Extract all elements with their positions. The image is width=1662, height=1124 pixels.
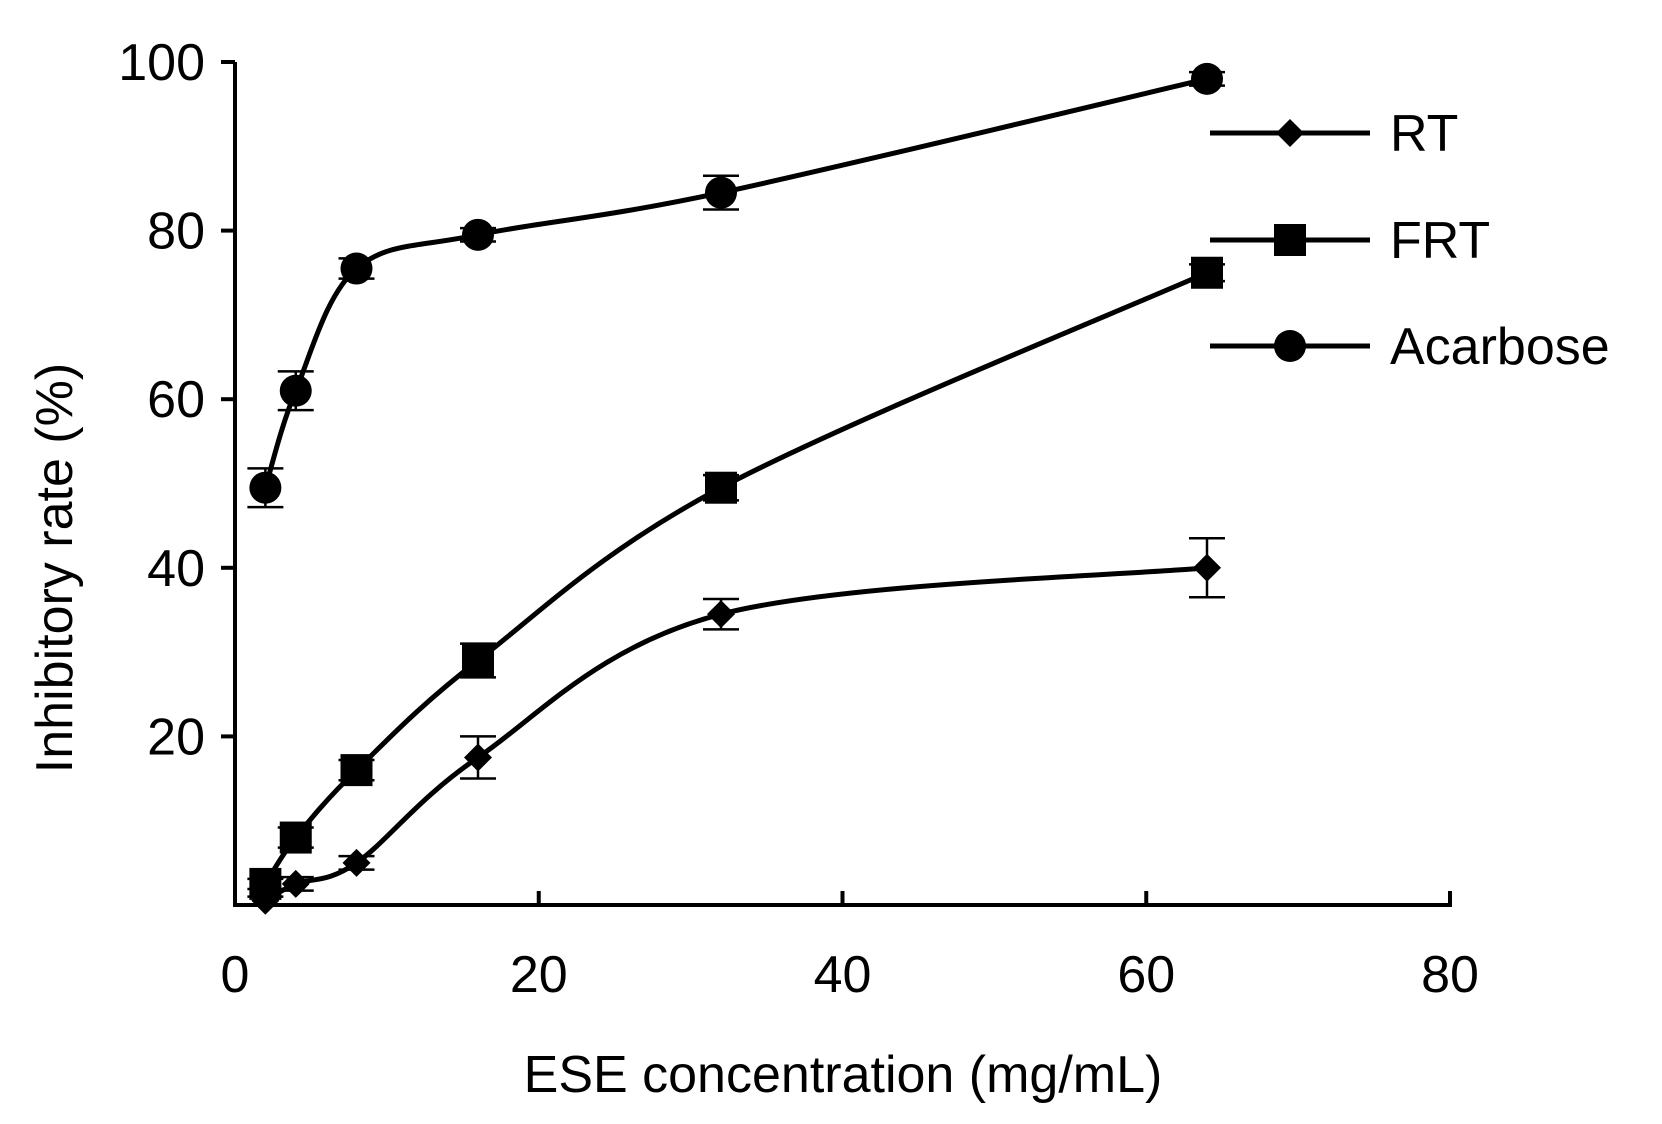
y-tick-label: 20: [147, 708, 205, 766]
x-axis-title: ESE concentration (mg/mL): [524, 1046, 1163, 1104]
data-point-rt: [707, 600, 735, 629]
y-ticks: 20 40 60 80 100: [118, 34, 235, 766]
data-point-frt: [279, 821, 312, 854]
data-point-frt: [1191, 256, 1223, 289]
legend-label-acarbose: Acarbose: [1390, 318, 1610, 376]
data-point-frt: [340, 754, 373, 787]
legend-item-frt: FRT: [1210, 212, 1490, 270]
legend-label-rt: RT: [1390, 105, 1458, 163]
x-ticks: 0 20 40 60 80: [221, 891, 1479, 1004]
x-tick-label: 60: [1117, 946, 1175, 1004]
y-tick-label: 80: [147, 203, 205, 261]
data-point-frt: [249, 867, 282, 900]
data-point-acarbose: [462, 218, 494, 251]
data-point-rt: [1193, 553, 1221, 582]
y-tick-label: 100: [118, 34, 205, 92]
y-tick-label: 60: [147, 371, 205, 429]
data-point-acarbose: [1191, 62, 1223, 95]
y-tick-label: 40: [147, 540, 205, 598]
data-point-acarbose: [705, 176, 737, 209]
plot-area: [247, 62, 1225, 915]
legend-item-acarbose: Acarbose: [1210, 318, 1610, 376]
data-point-acarbose: [340, 252, 373, 285]
data-point-acarbose: [279, 374, 312, 407]
data-point-acarbose: [249, 471, 282, 504]
data-point-frt: [462, 644, 494, 677]
x-tick-label: 0: [221, 946, 250, 1004]
y-axis-title: Inhibitory rate (%): [26, 363, 84, 773]
legend-label-frt: FRT: [1390, 212, 1490, 270]
x-tick-label: 20: [510, 946, 568, 1004]
legend: RT FRT Acarbose: [1210, 105, 1610, 376]
legend-marker-frt: [1274, 224, 1306, 256]
data-point-rt: [342, 848, 371, 877]
data-point-rt: [281, 869, 310, 898]
data-point-rt: [464, 743, 492, 772]
legend-marker-acarbose: [1274, 330, 1306, 362]
legend-marker-rt: [1276, 119, 1304, 147]
series-line-rt: [264, 565, 1208, 903]
legend-item-rt: RT: [1210, 105, 1458, 163]
data-markers: [249, 62, 1223, 915]
x-tick-label: 40: [814, 946, 872, 1004]
data-point-frt: [705, 471, 737, 504]
series-line-acarbose: [262, 76, 1208, 489]
series-line-frt: [263, 270, 1209, 886]
x-tick-label: 80: [1421, 946, 1479, 1004]
